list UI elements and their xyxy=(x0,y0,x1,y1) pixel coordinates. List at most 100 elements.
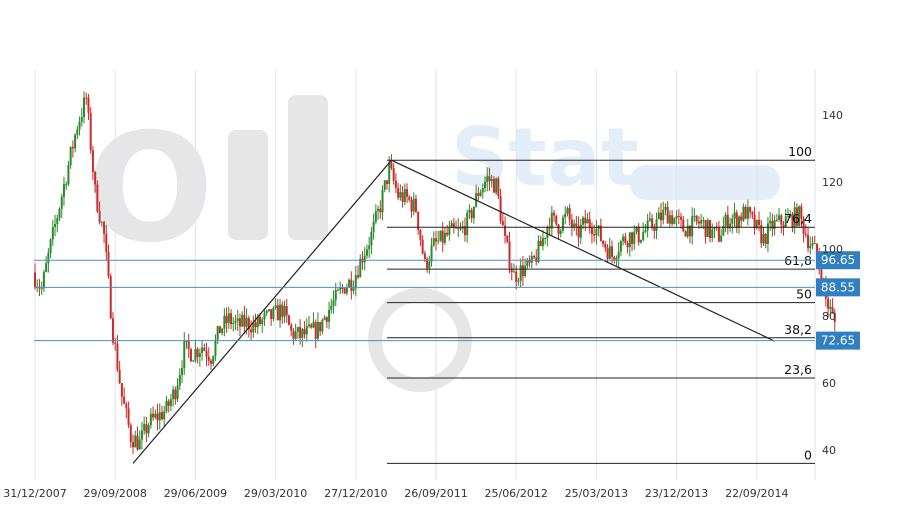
candle-down xyxy=(303,329,306,335)
candle-up xyxy=(328,309,331,322)
candle-down xyxy=(508,241,511,269)
candle-down xyxy=(325,317,328,322)
candle-down xyxy=(751,212,754,215)
candle-up xyxy=(312,322,315,328)
candle-down xyxy=(492,179,495,193)
candle-up xyxy=(265,310,268,313)
level-badge-label: 88.55 xyxy=(821,280,855,294)
candle-down xyxy=(343,288,346,294)
candle-down xyxy=(488,176,491,182)
candle-down xyxy=(408,196,411,200)
candle-up xyxy=(294,331,297,339)
candle-up xyxy=(644,230,647,233)
watermark: O Stat xyxy=(86,95,780,392)
candle-down xyxy=(735,212,738,228)
candle-up xyxy=(56,218,59,224)
candle-up xyxy=(657,212,660,220)
watermark-bar xyxy=(630,165,780,200)
candle-down xyxy=(310,324,313,328)
candle-up xyxy=(537,240,540,263)
candle-down xyxy=(744,206,747,219)
candle-up xyxy=(430,245,433,262)
candle-up xyxy=(472,206,475,219)
candle-down xyxy=(254,322,257,328)
fib-label: 23,6 xyxy=(784,362,812,377)
candle-up xyxy=(691,216,694,237)
candle-down xyxy=(802,218,805,235)
candle-down xyxy=(470,210,473,219)
candle-down xyxy=(504,225,507,236)
candle-up xyxy=(762,234,765,244)
level-badge xyxy=(816,331,860,350)
candle-up xyxy=(381,189,384,213)
candle-up xyxy=(212,356,215,364)
candle-down xyxy=(827,298,830,309)
candle-up xyxy=(746,207,749,219)
candle-up xyxy=(138,439,141,450)
candle-down xyxy=(682,219,685,232)
candle-up xyxy=(245,317,248,327)
candle-down xyxy=(588,219,591,228)
candle-down xyxy=(243,314,246,327)
candle-down xyxy=(521,265,524,276)
watermark-l xyxy=(288,95,328,240)
candle-up xyxy=(466,212,469,236)
candle-down xyxy=(292,330,295,339)
candle-down xyxy=(452,223,455,228)
candle-down xyxy=(539,240,542,247)
candle-up xyxy=(60,196,63,209)
candle-up xyxy=(773,220,776,229)
candle-up xyxy=(450,223,453,228)
candle-down xyxy=(760,225,763,244)
candle-down xyxy=(401,192,404,203)
candle-up xyxy=(308,324,311,327)
candle-down xyxy=(136,435,139,450)
candle-down xyxy=(515,271,518,282)
candle-up xyxy=(443,232,446,243)
candle-up xyxy=(633,231,636,244)
candle-up xyxy=(176,385,179,400)
candle-up xyxy=(58,208,61,219)
candle-up xyxy=(83,97,86,118)
candle-down xyxy=(590,227,593,235)
candle-down xyxy=(314,322,317,339)
candle-up xyxy=(51,227,54,240)
candle-up xyxy=(201,347,204,353)
candle-down xyxy=(459,228,462,230)
candle-down xyxy=(34,272,36,287)
candle-down xyxy=(107,252,110,276)
candle-down xyxy=(584,217,587,224)
candle-down xyxy=(160,412,163,420)
candle-down xyxy=(795,207,798,226)
candle-down xyxy=(103,222,106,234)
candle-down xyxy=(753,214,756,229)
x-tick-label: 22/09/2014 xyxy=(725,487,788,500)
candle-up xyxy=(617,251,620,259)
level-badge-label: 96.65 xyxy=(821,253,855,267)
candle-down xyxy=(85,97,88,99)
candle-down xyxy=(105,233,108,253)
y-tick-label: 40 xyxy=(822,444,836,457)
fib-label: 0 xyxy=(804,447,812,462)
candle-down xyxy=(281,304,284,317)
candle-up xyxy=(711,229,714,238)
candle-down xyxy=(446,232,449,235)
price-level-lines: 96.65 88.55 72.65 xyxy=(34,251,860,350)
candle-down xyxy=(553,212,556,216)
candle-down xyxy=(804,234,807,236)
candle-up xyxy=(147,425,150,434)
x-tick-label: 29/09/2008 xyxy=(83,487,146,500)
y-tick-label: 140 xyxy=(822,109,843,122)
candle-down xyxy=(677,215,680,217)
candle-down xyxy=(225,315,228,324)
candle-down xyxy=(218,326,221,334)
candle-up xyxy=(143,424,146,431)
candle-up xyxy=(383,180,386,190)
candle-down xyxy=(94,172,97,185)
candle-up xyxy=(737,216,740,228)
candle-up xyxy=(377,208,380,212)
x-axis: 31/12/2007 29/09/2008 29/06/2009 29/03/2010… xyxy=(3,487,788,500)
candle-up xyxy=(363,255,366,263)
candle-up xyxy=(724,214,727,226)
candle-up xyxy=(733,212,736,219)
